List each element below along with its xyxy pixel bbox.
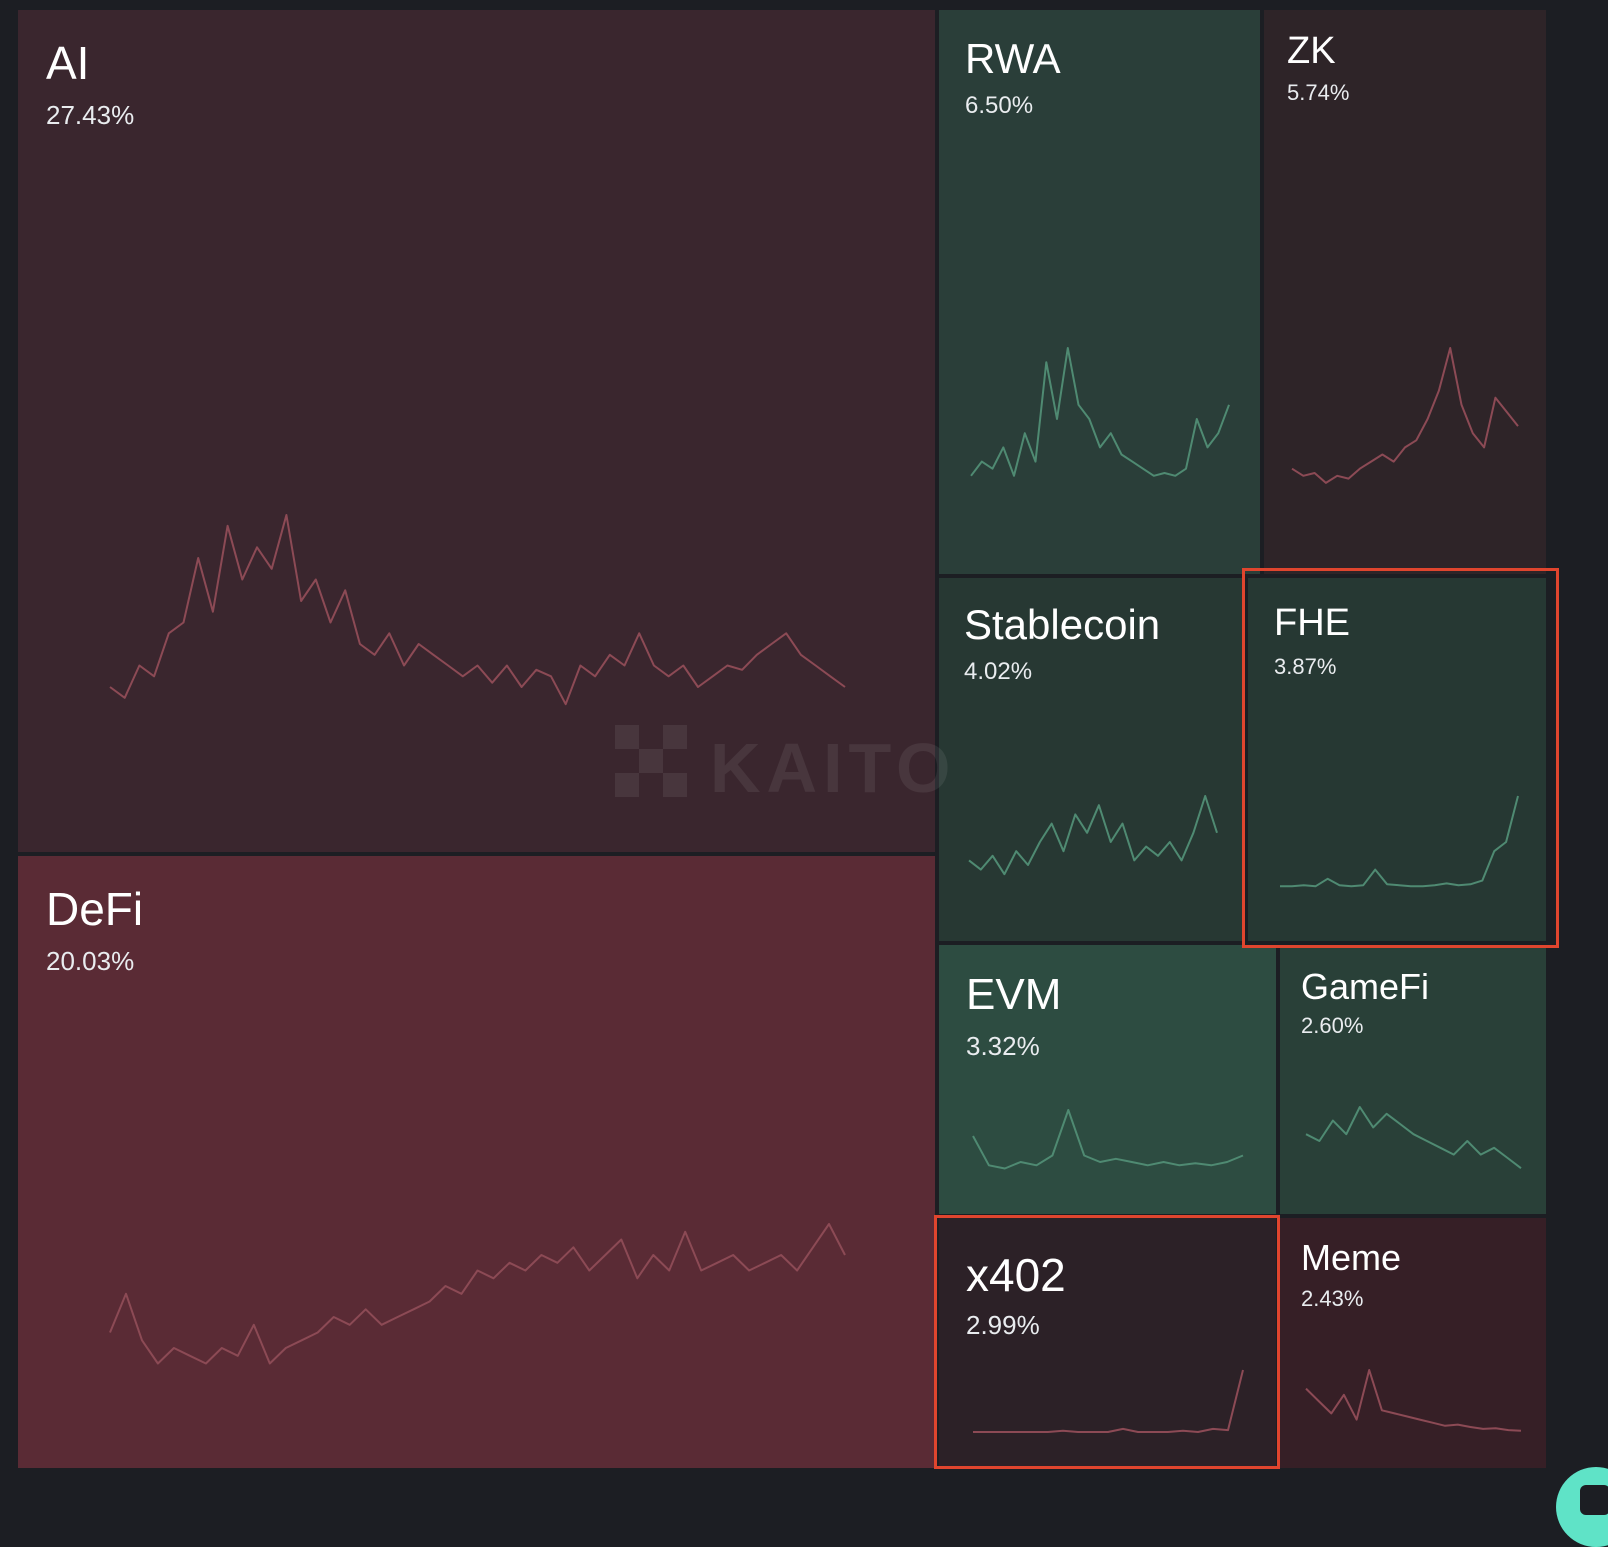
sector-percentage: 20.03% (46, 946, 135, 976)
sector-percentage: 2.43% (1301, 1286, 1364, 1311)
sparkline-path (1305, 1106, 1522, 1169)
tile-x402[interactable]: x402 2.99% (939, 1218, 1276, 1468)
sparkline (972, 1109, 1244, 1170)
sparkline (1305, 1106, 1522, 1169)
sparkline-path (968, 795, 1218, 876)
sparkline (970, 347, 1230, 477)
tile-meme[interactable]: Meme 2.43% (1280, 1218, 1546, 1468)
sparkline-path (109, 1223, 846, 1365)
sector-percentage: 3.87% (1274, 654, 1337, 679)
tile-evm[interactable]: EVM 3.32% (939, 945, 1276, 1214)
tile-rwa[interactable]: RWA 6.50% (939, 10, 1260, 574)
sparkline (1291, 347, 1519, 484)
sector-name: DeFi (46, 883, 144, 935)
sector-percentage: 2.99% (966, 1310, 1040, 1340)
sparkline-path (1291, 347, 1519, 484)
sector-name: RWA (965, 35, 1061, 82)
sector-percentage: 6.50% (965, 92, 1034, 119)
chat-button[interactable] (1556, 1467, 1608, 1547)
sector-percentage: 5.74% (1287, 80, 1350, 105)
tile-fhe[interactable]: FHE 3.87% (1248, 578, 1546, 941)
tile-ai[interactable]: AI 27.43% (18, 10, 935, 852)
chat-icon (1580, 1485, 1608, 1515)
sector-name: FHE (1274, 602, 1350, 644)
tile-zk[interactable]: ZK 5.74% (1264, 10, 1546, 574)
sparkline-path (973, 1369, 1244, 1433)
sector-percentage: 27.43% (46, 100, 135, 130)
sector-name: AI (46, 37, 90, 89)
sparkline-path (970, 347, 1230, 477)
sparkline (968, 795, 1218, 876)
sparkline-path (1280, 795, 1519, 888)
sector-name: EVM (966, 970, 1062, 1019)
sparkline-path (109, 514, 846, 706)
sparkline (1305, 1369, 1522, 1432)
sparkline-path (972, 1109, 1244, 1170)
sector-percentage: 3.32% (966, 1031, 1040, 1061)
sector-name: GameFi (1301, 966, 1430, 1007)
sparkline (109, 1223, 846, 1365)
tile-defi[interactable]: DeFi 20.03% (18, 856, 935, 1468)
sector-name: Meme (1301, 1237, 1402, 1278)
sparkline (973, 1369, 1244, 1433)
sector-name: x402 (966, 1249, 1066, 1301)
sector-percentage: 2.60% (1301, 1013, 1364, 1038)
sector-percentage: 4.02% (964, 658, 1033, 685)
sparkline-path (1305, 1369, 1522, 1432)
sector-name: ZK (1287, 30, 1336, 72)
sector-name: Stablecoin (964, 601, 1161, 648)
tile-gamefi[interactable]: GameFi 2.60% (1280, 945, 1546, 1214)
sparkline (1280, 795, 1519, 888)
sparkline (109, 514, 846, 706)
tile-stablecoin[interactable]: Stablecoin 4.02% (939, 578, 1244, 941)
